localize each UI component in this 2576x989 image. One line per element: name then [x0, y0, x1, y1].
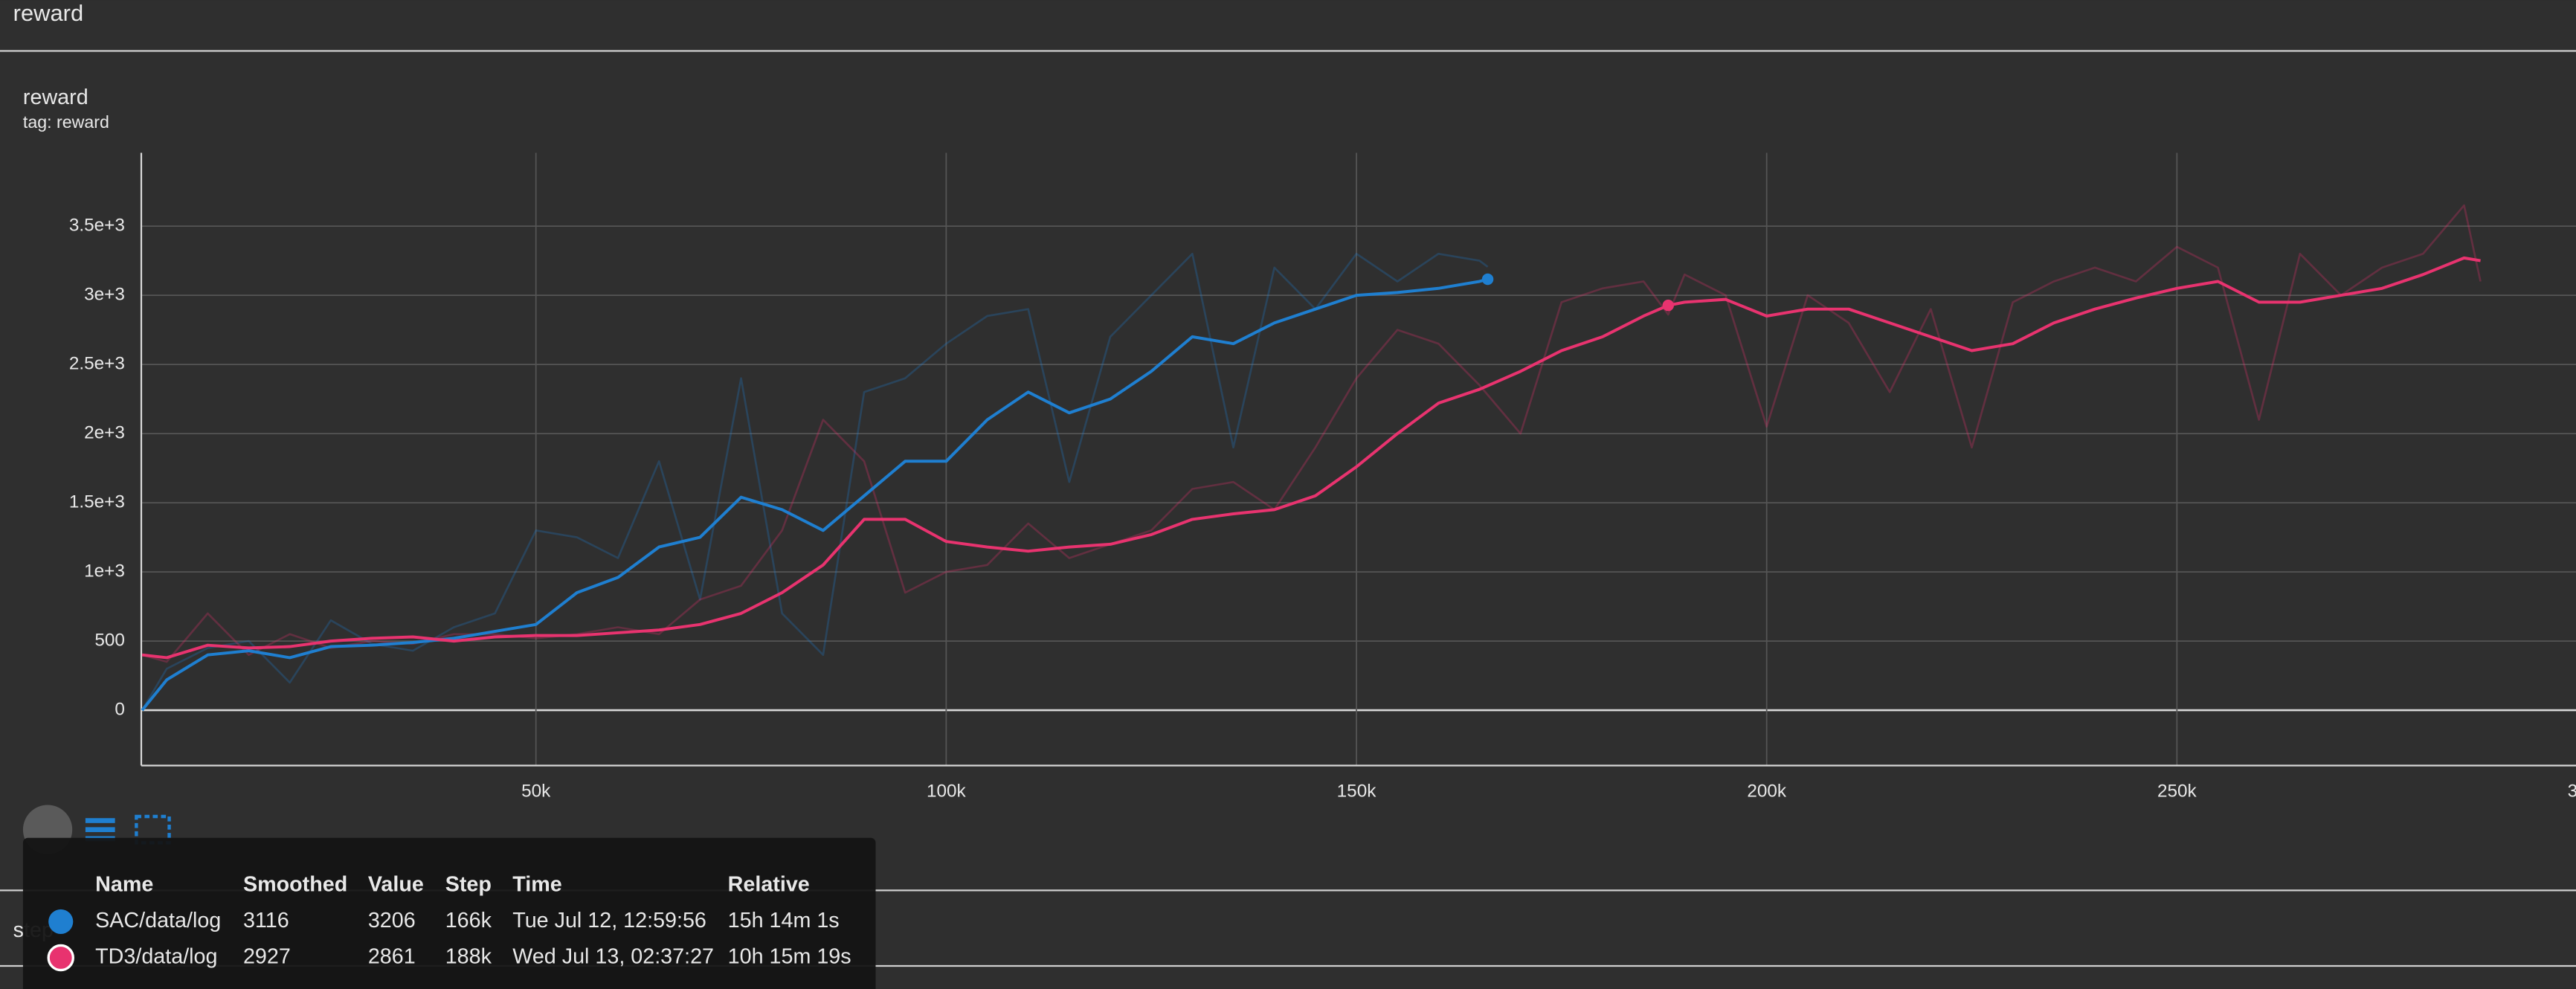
y-tick-label: 1.5e+3	[69, 492, 125, 512]
y-tick-label: 1e+3	[84, 561, 125, 582]
smoothed-line	[141, 256, 2481, 660]
plot: 0 500 1e+3 1.5e+3 2e+3 2.5e+3 3e+3 3.5e+3 50k 100…	[69, 152, 2576, 801]
x-tick-label: 100k	[927, 781, 967, 801]
hover-dot	[1662, 299, 1675, 312]
tooltip-header: Smoothed	[243, 872, 347, 896]
tooltip-cell: 2861	[368, 945, 416, 969]
y-tick-label: 2e+3	[84, 423, 125, 443]
tooltip-cell: 15h 14m 1s	[728, 909, 840, 932]
tooltip-cell: 3116	[243, 909, 289, 932]
y-tick-label: 3.5e+3	[69, 215, 125, 235]
y-tick-label: 3e+3	[84, 285, 125, 305]
tooltip-header: Step	[445, 872, 492, 896]
raw-line	[141, 204, 2482, 663]
y-tick-label: 500	[94, 631, 125, 651]
tooltip: Name Smoothed Value Step Time Relative SAC/dat…	[22, 837, 876, 989]
tooltip-header: Time	[512, 872, 561, 896]
tooltip-name: TD3/data/log	[95, 945, 217, 969]
tooltip-cell: 2927	[243, 945, 291, 969]
chart-subtitle: tag: reward	[23, 112, 109, 132]
x-tick-label: 50k	[521, 781, 551, 801]
series-swatch	[47, 944, 74, 972]
tooltip-cell: Tue Jul 12, 12:59:56	[512, 909, 706, 932]
icon-bar	[85, 827, 115, 832]
tooltip-header: Relative	[728, 872, 810, 896]
tooltip-cell: 188k	[445, 945, 492, 969]
y-tick-label: 0	[115, 700, 125, 720]
section-title[interactable]: reward	[13, 0, 83, 26]
tooltip-header: Value	[368, 872, 424, 896]
icon-bar	[85, 818, 115, 823]
tooltip-header: Name	[95, 872, 153, 896]
series-swatch	[48, 909, 74, 934]
tooltip-cell: 10h 15m 19s	[728, 945, 851, 969]
tooltip-cell: Wed Jul 13, 02:37:27	[512, 945, 714, 969]
y-tick-label: 2.5e+3	[69, 354, 125, 374]
smoothed-line	[141, 277, 1489, 712]
chart-title: reward	[23, 86, 88, 109]
tooltip-cell: 166k	[445, 909, 492, 932]
tooltip-name: SAC/data/log	[95, 909, 221, 932]
x-tick-label: 250k	[2157, 781, 2197, 801]
x-tick-label: 150k	[1337, 781, 1377, 801]
tooltip-box	[22, 837, 876, 989]
tooltip-cell: 3206	[368, 909, 416, 932]
hover-dot	[1481, 273, 1494, 286]
toggle-log-button[interactable]	[85, 818, 115, 842]
x-tick-label: 300k	[2568, 781, 2576, 801]
raw-line	[141, 252, 1489, 711]
x-tick-label: 200k	[1747, 781, 1787, 801]
